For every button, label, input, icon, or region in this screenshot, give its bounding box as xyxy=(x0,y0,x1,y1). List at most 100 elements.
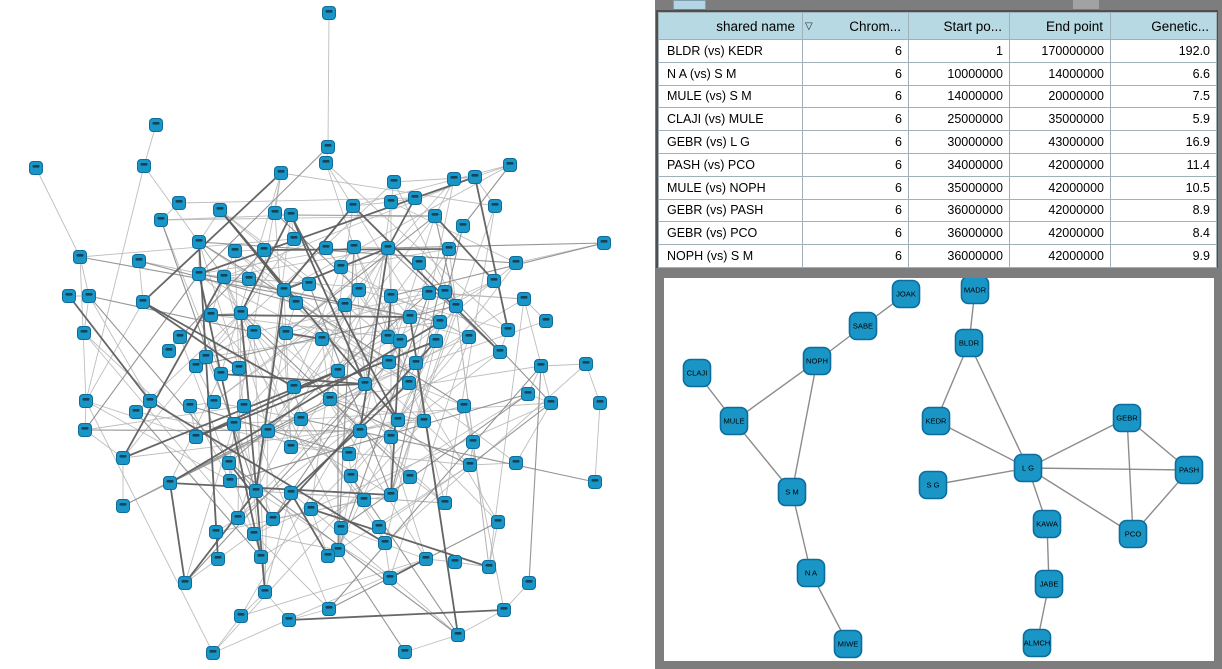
network-node[interactable] xyxy=(204,308,218,322)
network-node[interactable] xyxy=(383,571,397,585)
network-node[interactable] xyxy=(408,191,422,205)
network-node[interactable] xyxy=(456,219,470,233)
network-node[interactable] xyxy=(116,499,130,513)
network-node[interactable] xyxy=(384,289,398,303)
network-node[interactable] xyxy=(501,323,515,337)
network-node[interactable] xyxy=(358,377,372,391)
network-node[interactable] xyxy=(463,458,477,472)
network-node[interactable] xyxy=(466,435,480,449)
network-node[interactable] xyxy=(412,256,426,270)
network-node[interactable] xyxy=(419,552,433,566)
network-node[interactable] xyxy=(334,260,348,274)
network-node-mule[interactable]: MULE xyxy=(719,406,749,436)
network-node[interactable] xyxy=(189,430,203,444)
network-node-sabe[interactable]: SABE xyxy=(848,311,878,341)
network-node[interactable] xyxy=(258,585,272,599)
network-node[interactable] xyxy=(29,161,43,175)
network-node[interactable] xyxy=(287,232,301,246)
network-node[interactable] xyxy=(62,289,76,303)
network-node[interactable] xyxy=(346,199,360,213)
network-node[interactable] xyxy=(539,314,553,328)
network-node[interactable] xyxy=(384,488,398,502)
network-node[interactable] xyxy=(178,576,192,590)
network-node[interactable] xyxy=(136,295,150,309)
network-node-pco[interactable]: PCO xyxy=(1118,519,1148,549)
network-node[interactable] xyxy=(409,356,423,370)
network-node[interactable] xyxy=(217,270,231,284)
network-node[interactable] xyxy=(261,424,275,438)
network-node[interactable] xyxy=(447,172,461,186)
network-node[interactable] xyxy=(384,430,398,444)
network-node[interactable] xyxy=(387,175,401,189)
network-node[interactable] xyxy=(331,364,345,378)
network-node[interactable] xyxy=(517,292,531,306)
network-node[interactable] xyxy=(234,609,248,623)
network-node[interactable] xyxy=(347,240,361,254)
network-node[interactable] xyxy=(227,417,241,431)
network-node[interactable] xyxy=(338,298,352,312)
network-node[interactable] xyxy=(353,424,367,438)
network-node[interactable] xyxy=(382,355,396,369)
network-node[interactable] xyxy=(211,552,225,566)
network-node[interactable] xyxy=(214,367,228,381)
network-node-s-g[interactable]: S G xyxy=(918,470,948,500)
network-node[interactable] xyxy=(213,203,227,217)
network-node[interactable] xyxy=(509,456,523,470)
network-node[interactable] xyxy=(282,613,296,627)
network-node[interactable] xyxy=(143,394,157,408)
table-row[interactable]: GEBR (vs) PCO 6 36000000 42000000 8.4 xyxy=(658,221,1217,246)
network-node[interactable] xyxy=(199,350,213,364)
network-node[interactable] xyxy=(381,241,395,255)
network-node[interactable] xyxy=(579,357,593,371)
table-row[interactable]: GEBR (vs) PASH 6 36000000 42000000 8.9 xyxy=(658,198,1217,223)
network-node[interactable] xyxy=(334,521,348,535)
network-node[interactable] xyxy=(206,646,220,660)
network-node[interactable] xyxy=(491,515,505,529)
large-network-canvas[interactable] xyxy=(0,0,655,669)
network-node-claji[interactable]: CLAJI xyxy=(682,358,712,388)
network-node[interactable] xyxy=(357,493,371,507)
network-node[interactable] xyxy=(268,206,282,220)
network-node[interactable] xyxy=(403,470,417,484)
network-node[interactable] xyxy=(172,196,186,210)
network-node[interactable] xyxy=(232,361,246,375)
table-row[interactable]: MULE (vs) NOPH 6 35000000 42000000 10.5 xyxy=(658,175,1217,200)
network-node[interactable] xyxy=(79,394,93,408)
network-node[interactable] xyxy=(302,277,316,291)
network-node[interactable] xyxy=(509,256,523,270)
network-node[interactable] xyxy=(173,330,187,344)
network-node[interactable] xyxy=(422,286,436,300)
network-node[interactable] xyxy=(429,334,443,348)
column-header-chrom-[interactable]: ▽ Chrom... xyxy=(802,12,909,40)
network-node[interactable] xyxy=(428,209,442,223)
network-node[interactable] xyxy=(209,525,223,539)
network-node[interactable] xyxy=(438,285,452,299)
network-node-joak[interactable]: JOAK xyxy=(891,279,921,309)
network-node[interactable] xyxy=(449,299,463,313)
table-row[interactable]: BLDR (vs) KEDR 6 1 170000000 192.0 xyxy=(658,39,1217,63)
network-node[interactable] xyxy=(321,140,335,154)
network-node-kawa[interactable]: KAWA xyxy=(1032,509,1062,539)
table-row[interactable]: MULE (vs) S M 6 14000000 20000000 7.5 xyxy=(658,84,1217,109)
network-node[interactable] xyxy=(342,447,356,461)
column-header-end-point[interactable]: End point xyxy=(1009,12,1111,40)
network-node[interactable] xyxy=(497,603,511,617)
network-node-l-g[interactable]: L G xyxy=(1013,453,1043,483)
network-node[interactable] xyxy=(192,267,206,281)
column-header-shared-name[interactable]: shared name xyxy=(658,12,803,40)
network-node[interactable] xyxy=(521,387,535,401)
network-node[interactable] xyxy=(403,310,417,324)
network-node[interactable] xyxy=(588,475,602,489)
network-node[interactable] xyxy=(384,195,398,209)
table-row[interactable]: NOPH (vs) S M 6 36000000 42000000 9.9 xyxy=(658,244,1217,268)
network-node[interactable] xyxy=(284,486,298,500)
network-node[interactable] xyxy=(242,272,256,286)
network-node[interactable] xyxy=(266,512,280,526)
network-node[interactable] xyxy=(417,414,431,428)
network-node[interactable] xyxy=(154,213,168,227)
network-node[interactable] xyxy=(222,456,236,470)
network-node[interactable] xyxy=(132,254,146,268)
table-row[interactable]: GEBR (vs) L G 6 30000000 43000000 16.9 xyxy=(658,130,1217,154)
network-node[interactable] xyxy=(534,359,548,373)
network-node[interactable] xyxy=(391,413,405,427)
